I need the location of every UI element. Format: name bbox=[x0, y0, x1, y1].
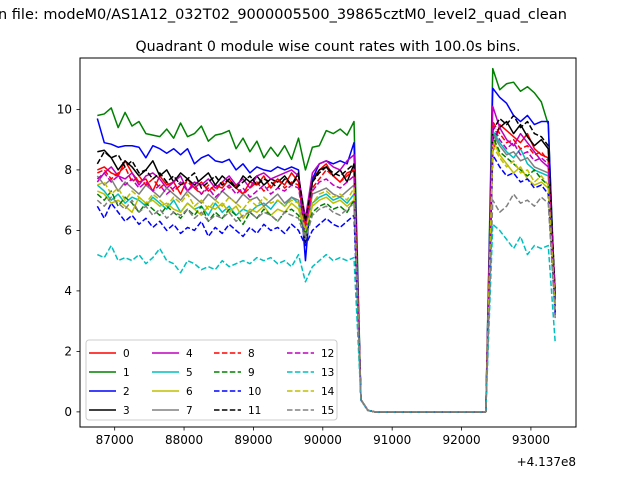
series-line-15 bbox=[96, 193, 556, 413]
x-tick-label: 93000 bbox=[512, 433, 550, 447]
legend-label-0: 0 bbox=[123, 348, 130, 360]
legend-label-14: 14 bbox=[321, 386, 335, 398]
legend-label-10: 10 bbox=[248, 386, 261, 398]
x-tick-label: 87000 bbox=[96, 433, 134, 447]
legend-label-15: 15 bbox=[321, 405, 334, 417]
x-tick-label: 89000 bbox=[234, 433, 272, 447]
chart-title: Quadrant 0 module wise count rates with … bbox=[135, 39, 520, 55]
legend-label-11: 11 bbox=[248, 405, 261, 417]
x-offset-label: +4.137e8 bbox=[517, 455, 576, 469]
legend-label-12: 12 bbox=[321, 348, 334, 360]
legend-label-2: 2 bbox=[123, 386, 130, 398]
figure-suptitle: n file: modeM0/AS1A12_032T02_9000005500_… bbox=[0, 7, 567, 23]
y-axis: 0 2 4 6 8 10 bbox=[57, 103, 80, 419]
legend-label-13: 13 bbox=[321, 367, 334, 379]
x-axis: 87000 88000 89000 90000 91000 92000 93000 bbox=[96, 427, 550, 447]
y-tick-label: 4 bbox=[64, 284, 72, 298]
y-tick-label: 10 bbox=[57, 103, 72, 117]
y-tick-label: 8 bbox=[64, 163, 72, 177]
y-tick-label: 6 bbox=[64, 224, 72, 238]
y-tick-label: 0 bbox=[64, 405, 72, 419]
x-tick-label: 90000 bbox=[304, 433, 342, 447]
legend-label-6: 6 bbox=[186, 386, 193, 398]
x-tick-label: 88000 bbox=[165, 433, 203, 447]
plot-lines bbox=[96, 67, 556, 413]
series-line-12 bbox=[96, 123, 556, 413]
x-tick-label: 92000 bbox=[442, 433, 480, 447]
y-tick-label: 2 bbox=[64, 345, 72, 359]
legend-label-3: 3 bbox=[123, 405, 130, 417]
legend-label-9: 9 bbox=[248, 367, 255, 379]
legend-label-7: 7 bbox=[186, 405, 193, 417]
legend-box bbox=[85, 339, 338, 421]
legend-label-1: 1 bbox=[123, 367, 130, 379]
x-tick-label: 91000 bbox=[373, 433, 411, 447]
legend-label-4: 4 bbox=[186, 348, 193, 360]
legend-label-8: 8 bbox=[248, 348, 255, 360]
plot-frame bbox=[79, 57, 577, 428]
legend-label-5: 5 bbox=[186, 367, 193, 379]
